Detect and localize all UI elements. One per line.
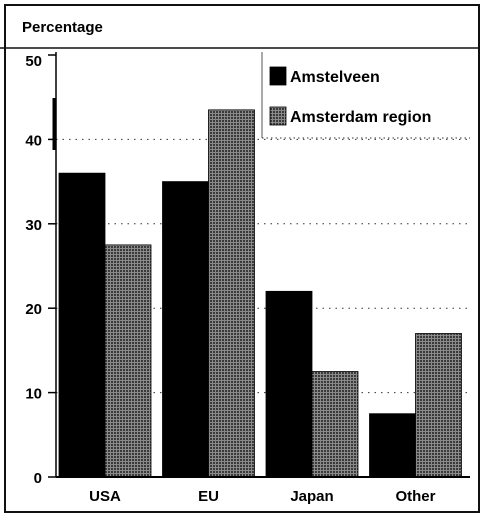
y-tick-label: 40 — [25, 132, 42, 149]
bar-japan-amstelveen — [265, 290, 313, 478]
y-tick-label: 50 — [25, 53, 42, 70]
x-tick-label: Japan — [290, 488, 333, 505]
legend-label: Amsterdam region — [290, 109, 431, 126]
bar-other-amstelveen — [369, 413, 416, 478]
y-tick-label: 20 — [25, 301, 42, 318]
y-tick-label: 10 — [25, 386, 42, 403]
bar-other-amsterdam-region — [415, 333, 462, 478]
bar-japan-amsterdam-region — [311, 371, 359, 478]
y-tick-label: 30 — [25, 217, 42, 234]
x-tick-label: EU — [198, 488, 219, 505]
y-axis-label: Percentage — [22, 19, 103, 36]
legend-box — [262, 52, 470, 138]
legend-label: Amstelveen — [290, 69, 380, 86]
y-tick-label: 0 — [34, 470, 42, 487]
legend-swatch-amsterdam-region — [269, 106, 287, 126]
bar-usa-amstelveen — [58, 172, 106, 478]
x-tick-label: USA — [89, 488, 121, 505]
bar-eu-amstelveen — [162, 181, 209, 478]
legend-swatch-amstelveen — [269, 66, 287, 86]
bar-usa-amsterdam-region — [104, 244, 152, 478]
bar-eu-amsterdam-region — [208, 109, 255, 478]
x-tick-label: Other — [395, 488, 435, 505]
